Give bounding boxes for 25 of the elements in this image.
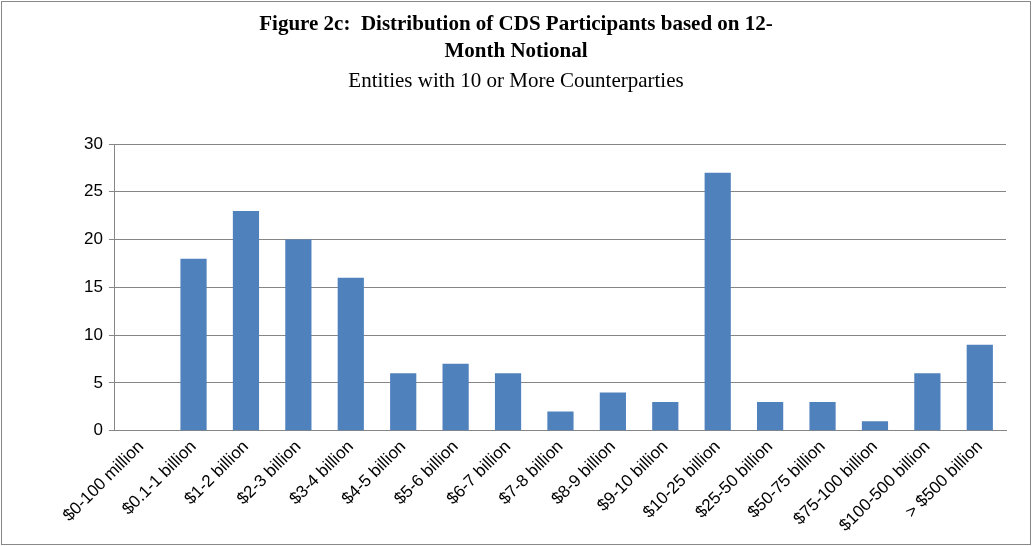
y-tick-label: 20 (83, 229, 103, 249)
bar (232, 210, 260, 431)
bar (599, 392, 626, 431)
bar (494, 373, 522, 431)
bar (442, 363, 469, 431)
y-tick-label: 25 (83, 181, 103, 201)
y-tick-label: 5 (93, 372, 103, 392)
chart-title: Figure 2c: Distribution of CDS Participants based on 12-Month Notional (258, 10, 774, 64)
bar (547, 411, 574, 431)
bar (966, 344, 993, 431)
chart-subtitle: Entities with 10 or More Counterparties (347, 68, 685, 93)
bar (809, 402, 836, 431)
y-tick-label: 30 (83, 133, 103, 153)
bar (757, 402, 784, 431)
y-tick-label: 0 (93, 420, 103, 440)
bar (652, 402, 679, 431)
bar (704, 172, 731, 431)
bar (285, 239, 312, 431)
bar (861, 421, 889, 431)
bar (337, 277, 364, 431)
y-tick-label: 10 (83, 324, 103, 344)
bar (390, 373, 417, 431)
y-tick-label: 15 (83, 277, 103, 297)
bar (180, 258, 207, 431)
bar (914, 373, 941, 431)
